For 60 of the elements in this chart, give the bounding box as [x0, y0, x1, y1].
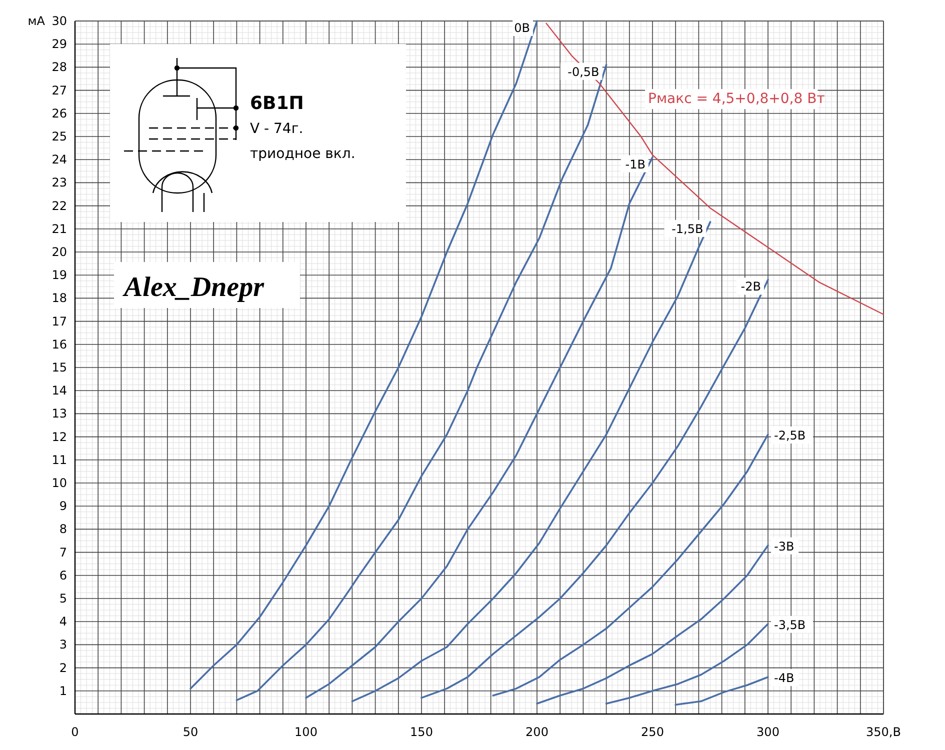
line-series [492, 434, 769, 696]
y-tick-label: 24 [52, 152, 67, 167]
y-tick-label: 23 [52, 176, 67, 190]
series-label: -3В [774, 539, 794, 554]
line-series [546, 22, 884, 315]
annotation: триодное вкл. [250, 146, 356, 162]
line-series [605, 623, 769, 705]
line-series [674, 676, 769, 706]
y-tick-label: 14 [52, 384, 67, 398]
y-tick-label: 10 [52, 476, 67, 490]
series-label: -2,5В [774, 428, 806, 442]
series-label: -3,5В [774, 618, 806, 632]
line-series [420, 278, 769, 699]
x-tick-label: 50 [182, 725, 198, 739]
y-tick-label: 15 [52, 360, 67, 374]
y-tick-label: 5 [59, 592, 67, 606]
line-series [351, 221, 712, 702]
y-tick-label: 21 [52, 222, 67, 236]
annotation: V - 74г. [250, 121, 304, 137]
y-tick-label: 1 [59, 684, 67, 698]
x-tick-label: 300 [756, 725, 780, 739]
x-tick-label: 150 [410, 725, 433, 739]
y-tick-label: 13 [52, 406, 67, 421]
series-label: -1,5В [672, 222, 704, 236]
y-tick-label: 22 [52, 198, 67, 213]
y-tick-label: 12 [52, 430, 67, 444]
series-label: -1В [625, 157, 646, 172]
y-tick-label: 8 [59, 522, 67, 536]
y-tick-label: 7 [59, 545, 67, 560]
x-tick-label: 350,В [866, 725, 901, 739]
x-tick-label: 0 [71, 725, 79, 739]
y-tick-label: 6 [59, 568, 67, 582]
y-tick-label: 4 [59, 614, 67, 629]
y-tick-label: 2 [59, 660, 67, 675]
y-tick-label: 27 [52, 83, 67, 98]
y-tick-label: 11 [52, 452, 67, 467]
y-tick-label: 26 [52, 106, 67, 120]
y-axis-title: мА [28, 14, 46, 28]
annotation: Alex_Dnepr [122, 272, 266, 303]
series-label: -4В [774, 671, 794, 686]
y-tick-label: 29 [52, 37, 67, 52]
y-tick-label: 16 [52, 337, 67, 352]
y-tick-label: 3 [59, 638, 67, 652]
series-label: 0В [514, 21, 530, 35]
y-tick-label: 18 [52, 291, 67, 306]
y-tick-label: 9 [59, 499, 67, 514]
y-tick-label: 17 [52, 314, 67, 328]
y-tick-label: 19 [52, 268, 67, 282]
series-label: -0,5В [568, 64, 600, 79]
x-tick-label: 100 [294, 725, 318, 739]
text: 6В1П [250, 93, 304, 114]
line-series [536, 544, 769, 705]
x-tick-label: 200 [526, 725, 548, 739]
series-label: -2В [740, 280, 761, 294]
series-label: Рмакс = 4,5+0,8+0,8 Вт [648, 91, 825, 108]
y-tick-label: 20 [52, 245, 67, 259]
y-tick-label: 30 [52, 14, 67, 28]
y-tick-label: 28 [52, 60, 67, 74]
x-tick-label: 250 [641, 725, 664, 739]
y-tick-label: 25 [52, 130, 67, 144]
